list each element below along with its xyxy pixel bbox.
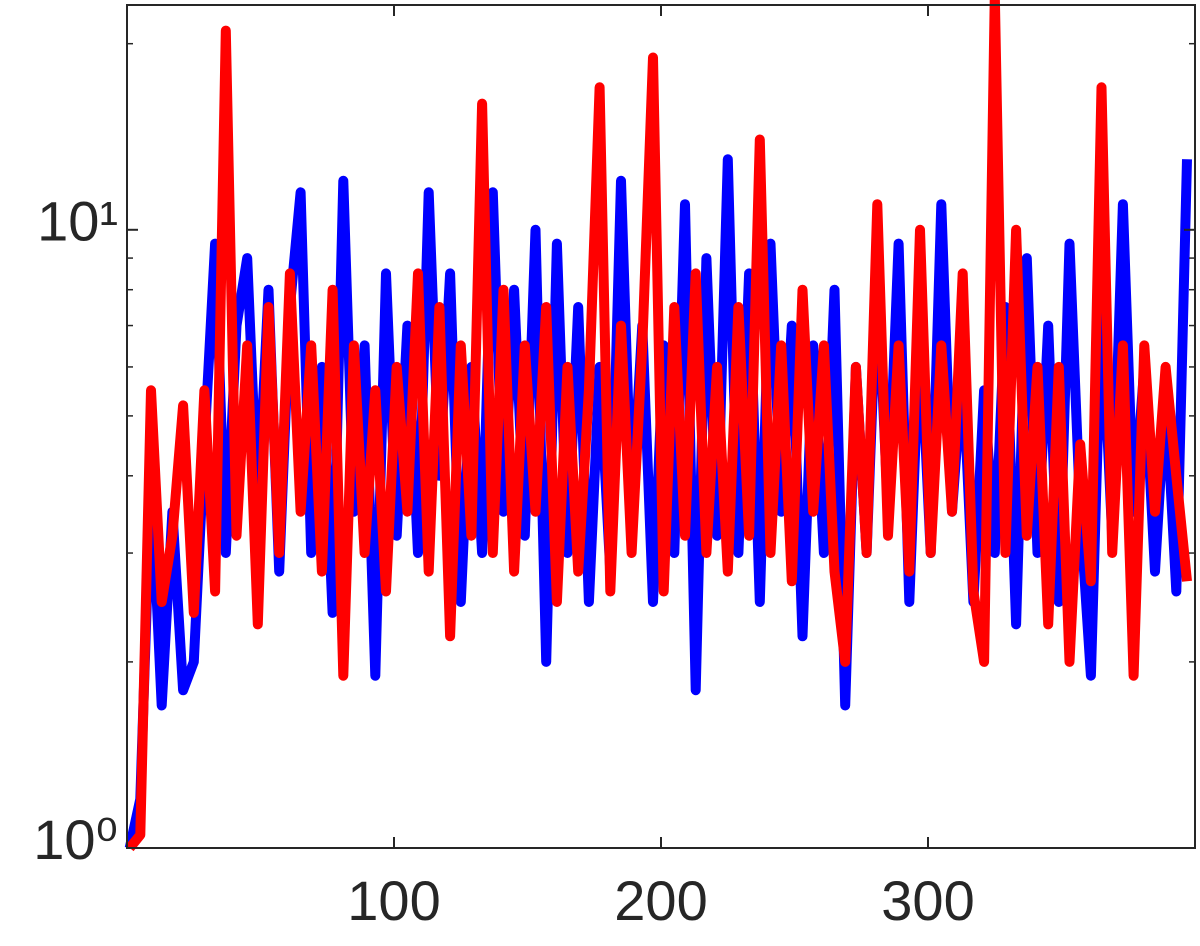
x-tick-label: 300 [881, 869, 974, 932]
x-tick-label: 100 [347, 869, 440, 932]
x-tick-label: 200 [614, 869, 707, 932]
y-tick-label: 10⁰ [33, 808, 118, 871]
line-series [125, 0, 1192, 852]
y-tick-label: 10¹ [37, 190, 118, 253]
